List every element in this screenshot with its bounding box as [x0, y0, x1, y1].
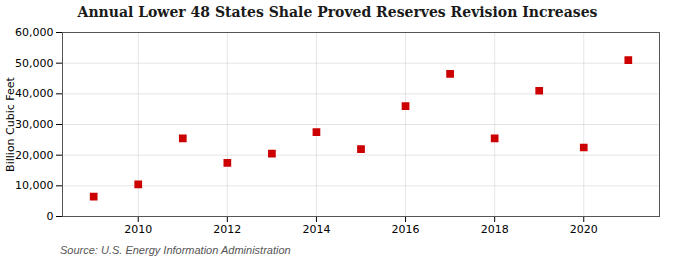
svg-text:2012: 2012: [213, 223, 241, 236]
svg-text:30,000: 30,000: [15, 118, 54, 131]
html-text:Annual Lower 48 States Shale P: Annual Lower 48 States Shale Proved Rese…: [77, 4, 598, 20]
svg-text:0: 0: [47, 210, 54, 223]
svg-text:2010: 2010: [124, 223, 152, 236]
svg-text:20,000: 20,000: [15, 149, 54, 162]
svg-text:50,000: 50,000: [15, 57, 54, 70]
svg-text:2014: 2014: [302, 223, 330, 236]
svg-text:60,000: 60,000: [15, 26, 54, 39]
svg-text:40,000: 40,000: [15, 87, 54, 100]
html-text:Source: U.S. Energy Informatio: Source: U.S. Energy Information Administ…: [60, 244, 291, 256]
svg-text:2016: 2016: [392, 223, 420, 236]
svg-text:2020: 2020: [570, 223, 598, 236]
svg-text:2018: 2018: [481, 223, 509, 236]
svg-text:10,000: 10,000: [15, 179, 54, 192]
svg-text:Billion Cubic Feet: Billion Cubic Feet: [4, 76, 17, 171]
